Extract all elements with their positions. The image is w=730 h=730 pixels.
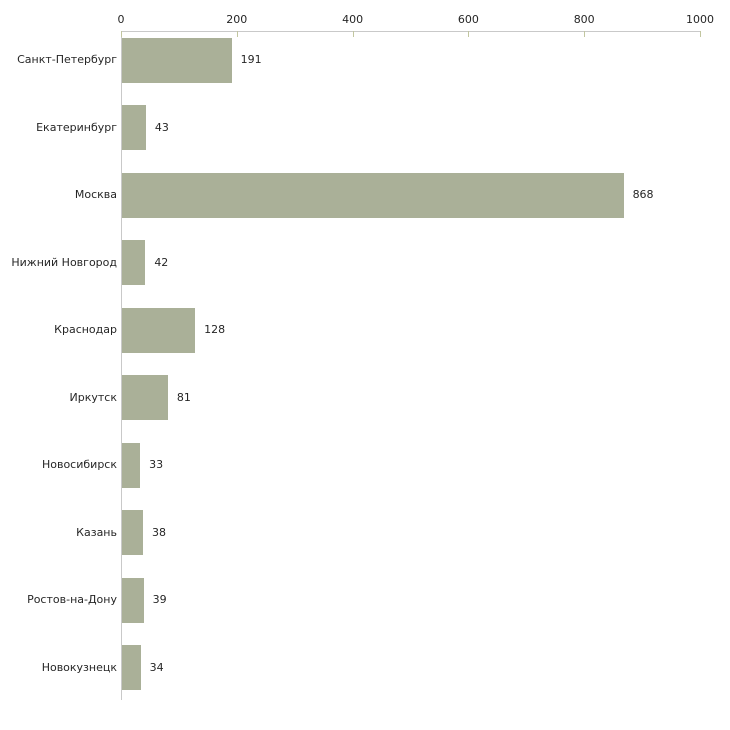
- bar: [122, 442, 141, 488]
- category-label: Новокузнецк: [41, 660, 117, 674]
- value-label: 43: [154, 120, 169, 134]
- bar: [122, 240, 146, 285]
- x-tick-label: 400: [342, 13, 364, 26]
- x-tick-mark: [584, 31, 586, 37]
- x-tick-mark: [121, 31, 122, 37]
- x-tick-mark: [236, 31, 238, 37]
- bar: [122, 577, 144, 623]
- value-label: 128: [204, 323, 226, 336]
- category-label: Санкт-Петербург: [17, 53, 117, 66]
- value-label: 38: [152, 525, 166, 539]
- bar: [122, 307, 196, 353]
- bar: [122, 37, 232, 83]
- category-label: Краснодар: [54, 323, 117, 336]
- value-label: 34: [149, 660, 164, 674]
- value-label: 81: [176, 390, 191, 404]
- category-label: Казань: [76, 525, 117, 539]
- x-tick-label: 1000: [686, 13, 714, 26]
- x-tick-label: 800: [573, 13, 595, 26]
- bar: [122, 645, 141, 690]
- value-label: 39: [152, 593, 167, 606]
- category-label: Иркутск: [69, 390, 117, 404]
- value-label: 191: [240, 53, 262, 66]
- x-tick-mark: [352, 31, 354, 37]
- category-label: Москва: [74, 188, 117, 201]
- x-axis-line: [121, 31, 701, 32]
- value-label: 33: [149, 458, 164, 471]
- x-tick-mark: [700, 31, 701, 37]
- category-label: Нижний Новгород: [11, 255, 117, 269]
- x-tick-label: 600: [457, 13, 479, 26]
- x-tick-mark: [468, 31, 470, 37]
- x-tick-label: 0: [117, 13, 125, 26]
- bar: [122, 510, 143, 555]
- bar: [122, 375, 168, 420]
- x-tick-label: 200: [226, 13, 248, 26]
- category-label: Екатеринбург: [36, 120, 117, 134]
- bar: [122, 105, 146, 150]
- bar: [122, 172, 624, 218]
- y-axis-line: [121, 31, 122, 700]
- category-label: Ростов-на-Дону: [27, 593, 117, 606]
- value-label: 42: [154, 255, 169, 269]
- value-label: 868: [632, 188, 654, 201]
- category-label: Новосибирск: [41, 458, 117, 471]
